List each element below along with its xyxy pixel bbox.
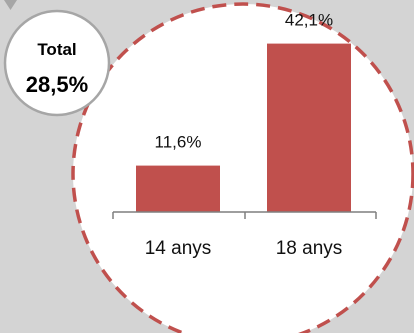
- data-label-2: 42,1%: [285, 11, 333, 30]
- total-badge-value: 28,5%: [26, 72, 88, 97]
- x-tick-label-1: 14 anys: [145, 238, 212, 259]
- total-badge: Total 28,5%: [3, 9, 111, 117]
- plot-area: 11,6% 14 anys 42,1% 18 anys: [112, 11, 377, 259]
- total-badge-circle: [3, 9, 111, 117]
- total-badge-title: Total: [37, 40, 76, 59]
- data-label-1: 11,6%: [155, 133, 202, 152]
- x-tick-label-2: 18 anys: [276, 238, 343, 259]
- bar-2: [267, 43, 351, 212]
- bar-1: [136, 165, 220, 212]
- pointer-triangle: [4, 0, 17, 10]
- dashed-highlight-circle: [71, 2, 414, 333]
